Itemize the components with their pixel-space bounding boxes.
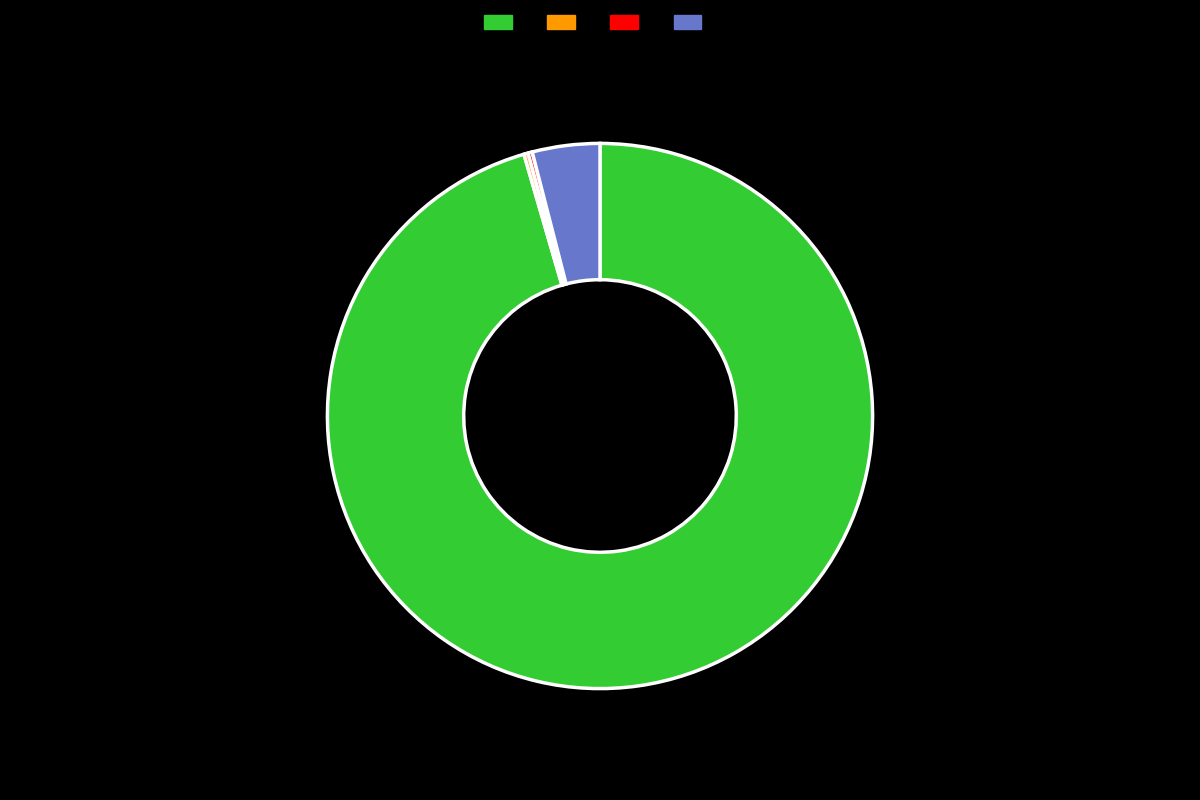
Wedge shape xyxy=(533,143,600,284)
Wedge shape xyxy=(328,143,872,689)
Wedge shape xyxy=(528,152,566,285)
Wedge shape xyxy=(524,153,564,285)
Legend:  ,  ,  ,  : , , , xyxy=(480,10,720,34)
